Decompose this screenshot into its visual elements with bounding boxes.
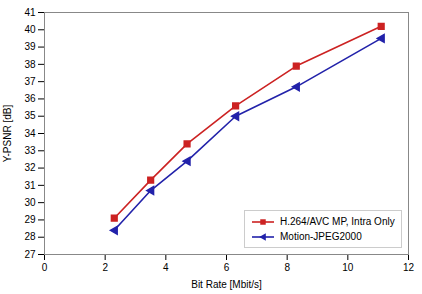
svg-text:36: 36 [24, 93, 36, 104]
svg-text:33: 33 [24, 145, 36, 156]
html-text:Motion-JPEG2000: Motion-JPEG2000 [280, 231, 362, 242]
svg-text:35: 35 [24, 110, 36, 121]
svg-text:37: 37 [24, 76, 36, 87]
svg-text:Bit Rate [Mbit/s]: Bit Rate [Mbit/s] [191, 279, 262, 290]
svg-text:6: 6 [224, 262, 230, 273]
svg-text:34: 34 [24, 128, 36, 139]
svg-text:2: 2 [102, 262, 108, 273]
svg-text:41: 41 [24, 7, 36, 18]
svg-text:40: 40 [24, 24, 36, 35]
html-text:H.264/AVC MP, Intra Only: H.264/AVC MP, Intra Only [280, 216, 395, 227]
svg-text:12: 12 [403, 262, 415, 273]
svg-text:32: 32 [24, 162, 36, 173]
svg-text:0: 0 [42, 262, 48, 273]
svg-text:10: 10 [342, 262, 354, 273]
svg-text:Y-PSNR [dB]: Y-PSNR [dB] [2, 105, 13, 163]
svg-text:38: 38 [24, 59, 36, 70]
svg-text:31: 31 [24, 180, 36, 191]
svg-text:8: 8 [284, 262, 290, 273]
svg-text:30: 30 [24, 197, 36, 208]
svg-text:4: 4 [163, 262, 169, 273]
svg-text:39: 39 [24, 41, 36, 52]
svg-text:28: 28 [24, 231, 36, 242]
svg-text:27: 27 [24, 249, 36, 260]
svg-text:29: 29 [24, 214, 36, 225]
